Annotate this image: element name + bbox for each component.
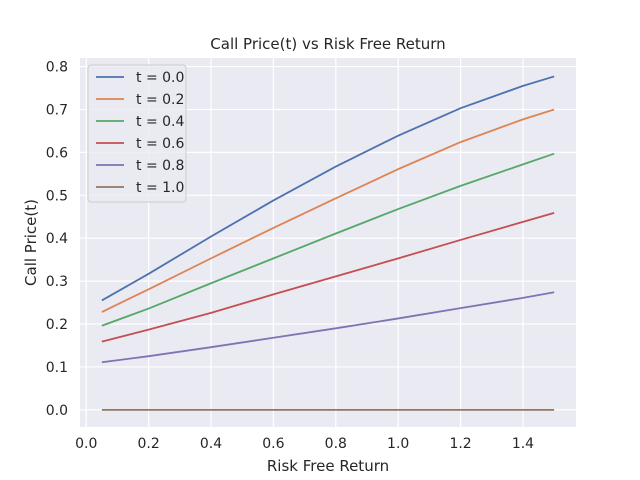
y-axis-label: Call Price(t): [22, 199, 40, 286]
legend-label: t = 0.8: [136, 158, 184, 174]
y-tick-label: 0.5: [46, 188, 68, 204]
legend-label: t = 0.0: [136, 70, 184, 86]
x-tick-label: 1.4: [512, 436, 534, 452]
x-tick-label: 0.8: [325, 436, 347, 452]
y-tick-label: 0.2: [46, 317, 68, 333]
y-tick-label: 0.3: [46, 274, 68, 290]
series-line: [101, 75, 555, 302]
legend-label: t = 0.4: [136, 114, 184, 130]
y-tick-label: 0.8: [46, 60, 68, 76]
y-tick-label: 0.0: [46, 403, 68, 419]
legend-label: t = 0.6: [136, 136, 184, 152]
y-axis-ticks: 0.0 0.1 0.2 0.3 0.4 0.5 0.6 0.7 0.8: [46, 60, 68, 419]
legend-label: t = 1.0: [136, 180, 184, 196]
x-axis-label: Risk Free Return: [267, 457, 389, 475]
x-tick-label: 0.4: [200, 436, 222, 452]
y-tick-label: 0.6: [46, 145, 68, 161]
y-tick-label: 0.4: [46, 231, 68, 247]
y-tick-label: 0.7: [46, 102, 68, 118]
chart-title: Call Price(t) vs Risk Free Return: [210, 35, 445, 53]
x-axis-ticks: 0.0 0.2 0.4 0.6 0.8 1.0 1.2 1.4: [75, 436, 534, 452]
x-tick-label: 0.6: [262, 436, 284, 452]
legend: t = 0.0 t = 0.2 t = 0.4 t = 0.6 t = 0.8 t = 1…: [87, 64, 187, 203]
y-tick-label: 0.1: [46, 360, 68, 376]
x-tick-label: 0.0: [75, 436, 97, 452]
series-line: [101, 152, 555, 327]
x-tick-label: 1.2: [449, 436, 471, 452]
x-tick-label: 1.0: [387, 436, 409, 452]
series-lines: [101, 75, 555, 411]
legend-label: t = 0.2: [136, 92, 184, 108]
series-line: [101, 212, 555, 343]
series-line: [101, 108, 555, 313]
series-line: [101, 291, 555, 364]
x-tick-label: 0.2: [137, 436, 159, 452]
